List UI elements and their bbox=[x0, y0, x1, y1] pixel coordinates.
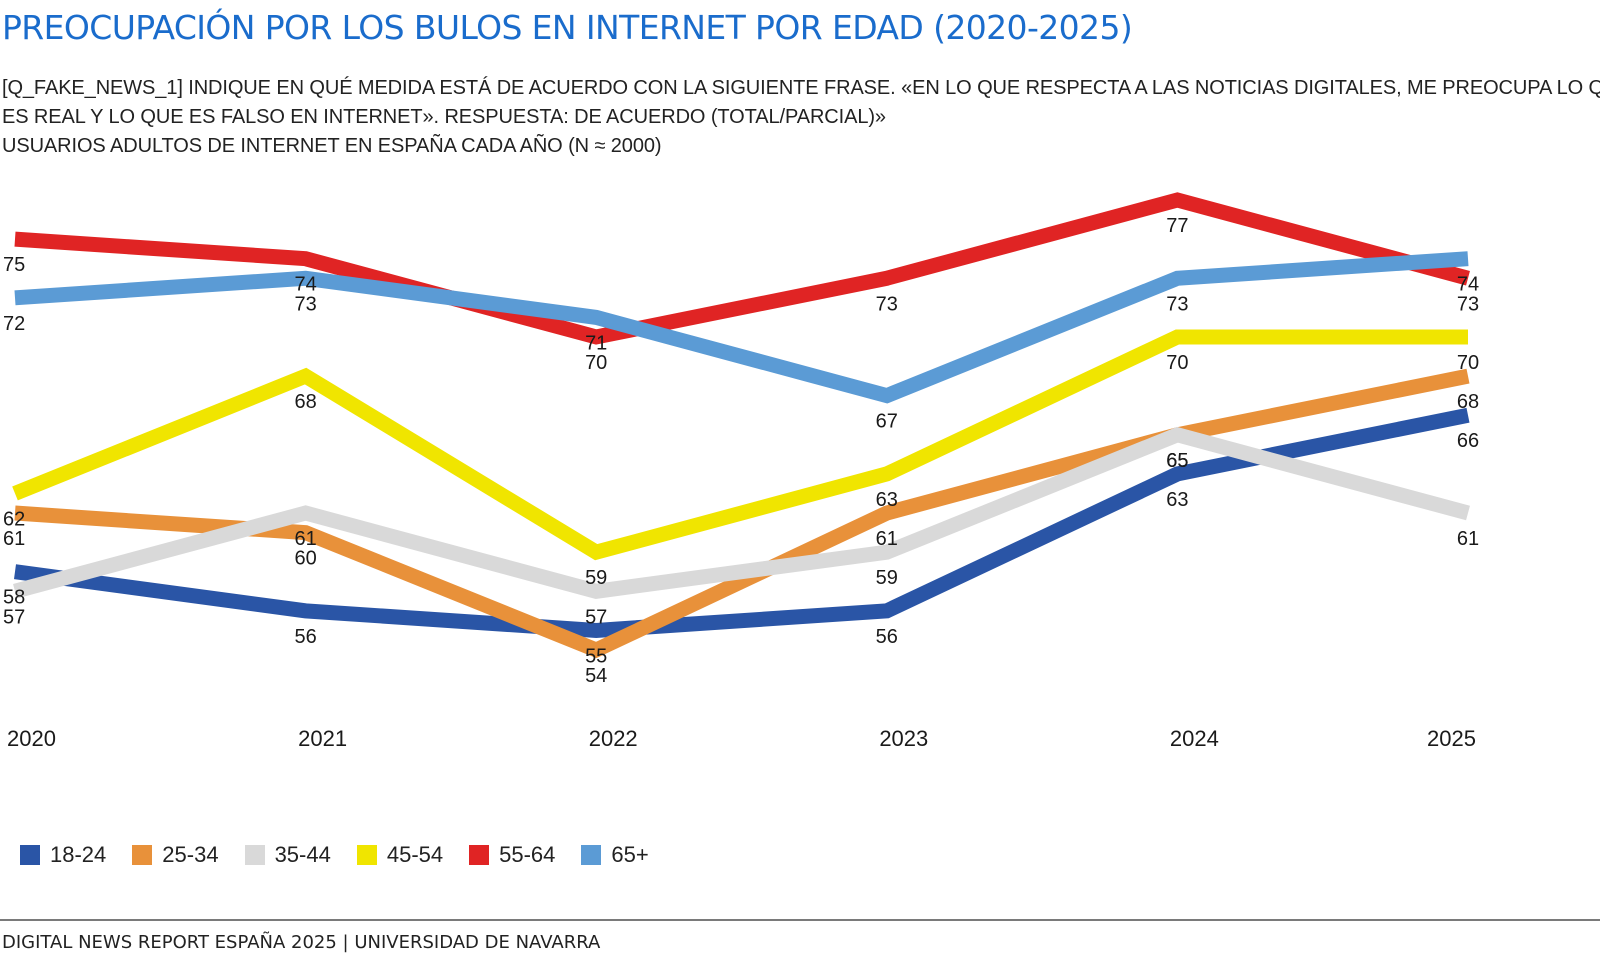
legend-label: 25-34 bbox=[162, 842, 219, 867]
data-label-25-34-2024: 65 bbox=[1166, 450, 1188, 472]
data-labels: 5856555663666160546165685761575965616268… bbox=[3, 215, 1479, 687]
data-label-25-34-2023: 61 bbox=[876, 528, 898, 550]
data-label-35-44-2022: 57 bbox=[585, 606, 607, 628]
data-label-65plus-2025: 74 bbox=[1457, 274, 1479, 296]
data-label-25-34-2022: 54 bbox=[585, 665, 607, 687]
series-line-55-64 bbox=[14, 192, 1470, 345]
data-label-35-44-2021: 61 bbox=[294, 528, 316, 550]
legend-swatch bbox=[132, 845, 153, 865]
data-label-65plus-2024: 73 bbox=[1166, 293, 1188, 315]
data-label-25-34-2021: 60 bbox=[294, 548, 316, 570]
chart-title: PREOCUPACIÓN POR LOS BULOS EN INTERNET P… bbox=[2, 8, 1133, 47]
chart-subtitle-question-cont: ES REAL Y LO QUE ES FALSO EN INTERNET». … bbox=[2, 106, 886, 128]
legend-swatch bbox=[469, 845, 490, 865]
x-tick-label-2022: 2022 bbox=[589, 726, 638, 751]
data-label-35-44-2020: 57 bbox=[3, 606, 25, 628]
x-tick-label-2023: 2023 bbox=[879, 726, 928, 751]
legend-label: 55-64 bbox=[499, 842, 556, 867]
series-line-65plus bbox=[14, 251, 1469, 404]
footer-divider bbox=[0, 919, 1600, 921]
legend-item-18-24: 18-24 bbox=[20, 842, 106, 868]
source-footer: DIGITAL NEWS REPORT ESPAÑA 2025 | UNIVER… bbox=[2, 932, 601, 953]
x-tick-label-2025: 2025 bbox=[1427, 726, 1476, 751]
x-tick-label-2024: 2024 bbox=[1170, 726, 1219, 751]
data-label-18-24-2024: 63 bbox=[1166, 489, 1188, 511]
data-label-65plus-2021: 73 bbox=[294, 293, 316, 315]
data-label-65plus-2023: 67 bbox=[876, 411, 898, 433]
data-label-55-64-2025: 73 bbox=[1457, 293, 1479, 315]
legend-item-35-44: 35-44 bbox=[244, 842, 331, 868]
legend-swatch bbox=[356, 845, 377, 865]
data-label-18-24-2021: 56 bbox=[294, 626, 316, 648]
legend-label: 35-44 bbox=[274, 842, 331, 867]
data-label-65plus-2020: 72 bbox=[3, 313, 25, 335]
chart-subtitle-sample: USUARIOS ADULTOS DE INTERNET EN ESPAÑA C… bbox=[2, 135, 662, 157]
series-line-35-44 bbox=[13, 426, 1470, 599]
line-chart: 5856555663666160546165685761575965616268… bbox=[3, 192, 1479, 751]
data-label-45-54-2020: 62 bbox=[3, 508, 25, 530]
legend-item-65plus: 65+ bbox=[581, 842, 649, 868]
legend-label: 65+ bbox=[611, 842, 649, 867]
legend-label: 45-54 bbox=[386, 842, 444, 867]
legend-swatch bbox=[244, 845, 265, 865]
x-tick-label-2020: 2020 bbox=[7, 726, 56, 751]
data-label-55-64-2022: 70 bbox=[585, 352, 607, 374]
data-label-45-54-2021: 68 bbox=[294, 391, 316, 413]
data-label-55-64-2024: 77 bbox=[1166, 215, 1188, 237]
data-label-25-34-2020: 61 bbox=[3, 528, 25, 550]
data-label-45-54-2023: 63 bbox=[876, 489, 898, 511]
data-label-18-24-2023: 56 bbox=[876, 626, 898, 648]
legend-swatch bbox=[581, 845, 602, 865]
x-axis: 2020 2021 2022 2023 2024 2025 bbox=[7, 726, 1476, 751]
data-label-55-64-2021: 74 bbox=[294, 274, 316, 296]
data-label-35-44-2025: 61 bbox=[1457, 528, 1479, 550]
legend-item-25-34: 25-34 bbox=[132, 842, 219, 868]
data-label-35-44-2024: 65 bbox=[1166, 450, 1188, 472]
data-label-55-64-2023: 73 bbox=[876, 293, 898, 315]
data-label-45-54-2022: 59 bbox=[585, 567, 607, 589]
data-label-18-24-2022: 55 bbox=[585, 645, 607, 667]
x-tick-label-2021: 2021 bbox=[298, 726, 347, 751]
series-lines bbox=[12, 192, 1470, 659]
data-label-35-44-2023: 59 bbox=[876, 567, 898, 589]
data-label-45-54-2024: 70 bbox=[1166, 352, 1188, 374]
legend-label: 18-24 bbox=[50, 842, 107, 867]
data-label-18-24-2025: 66 bbox=[1457, 430, 1479, 452]
legend-swatch bbox=[20, 845, 40, 865]
legend-item-45-54: 45-54 bbox=[356, 842, 444, 868]
chart-subtitle-question: [Q_FAKE_NEWS_1] INDIQUE EN QUÉ MEDIDA ES… bbox=[2, 77, 1600, 99]
data-label-18-24-2020: 58 bbox=[3, 587, 25, 609]
series-line-18-24 bbox=[13, 407, 1470, 638]
legend-item-55-64: 55-64 bbox=[469, 842, 555, 868]
data-label-25-34-2025: 68 bbox=[1457, 391, 1479, 413]
series-line-45-54 bbox=[12, 329, 1468, 561]
data-label-45-54-2025: 70 bbox=[1457, 352, 1479, 374]
legend: 18-24 25-34 35-44 45-54 55-64 65+ bbox=[20, 842, 675, 868]
data-label-65plus-2022: 71 bbox=[585, 332, 607, 354]
data-label-55-64-2020: 75 bbox=[3, 254, 25, 276]
